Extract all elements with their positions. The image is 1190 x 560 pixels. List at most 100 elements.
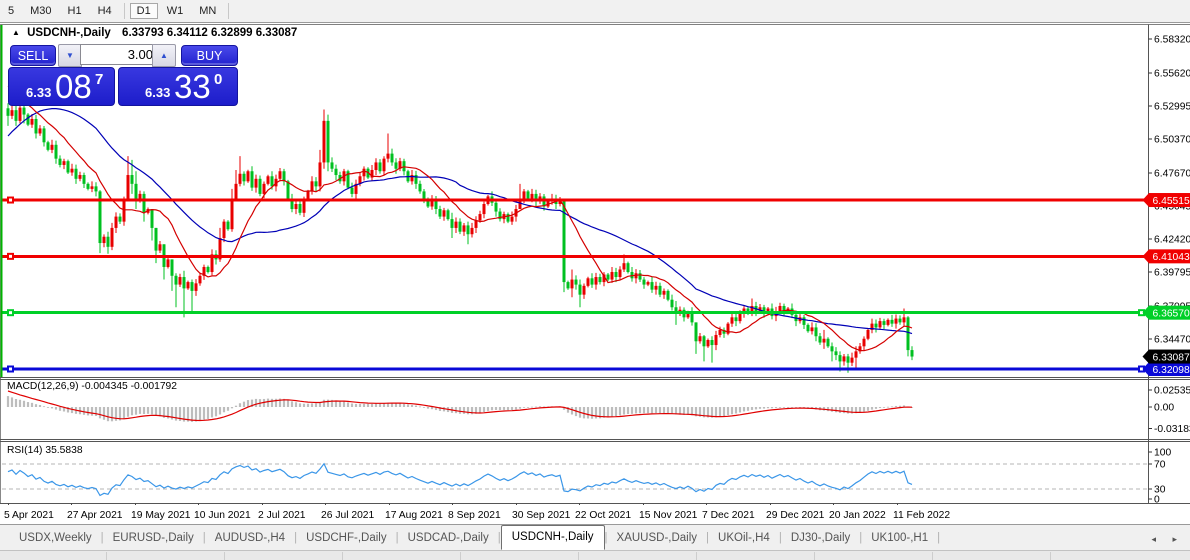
- one-click-trading-panel: SELL ▼ 3.00 ▲ BUY 6.33 08 7 6.33 33 0: [8, 44, 238, 106]
- chart-tab-ukoil-h4[interactable]: UKOil-,H4: [718, 532, 770, 544]
- rsi-line: [7, 462, 913, 497]
- sell-button[interactable]: SELL: [10, 45, 56, 66]
- hline-6.32098[interactable]: [2, 365, 1148, 373]
- tab-separator: |: [706, 532, 710, 544]
- buy-price-button[interactable]: 6.33 33 0: [118, 67, 238, 106]
- svg-text:100: 100: [1154, 448, 1171, 459]
- svg-text:6.50370: 6.50370: [1154, 134, 1190, 145]
- sell-price-small: 6.33: [26, 85, 52, 100]
- buy-price-sup: 0: [214, 71, 223, 88]
- date-tick-label: 19 May 2021: [131, 510, 191, 521]
- svg-text:6.45515: 6.45515: [1153, 196, 1190, 207]
- timeframe-W1[interactable]: W1: [166, 5, 184, 17]
- timeframe-5[interactable]: 5: [8, 5, 15, 17]
- tab-separator: |: [294, 532, 298, 544]
- hline-6.45515[interactable]: [2, 196, 1148, 204]
- svg-text:6.39795: 6.39795: [1154, 268, 1190, 279]
- svg-text:6.33087: 6.33087: [1153, 352, 1190, 363]
- buy-price-small: 6.33: [145, 85, 171, 100]
- svg-text:6.55620: 6.55620: [1154, 68, 1190, 79]
- svg-text:6.52995: 6.52995: [1154, 101, 1190, 112]
- macd-indicator: [6, 390, 914, 422]
- ma-slow-line[interactable]: [7, 107, 913, 335]
- date-tick-label: 5 Apr 2021: [4, 510, 54, 521]
- chart-tab-usdchf-daily[interactable]: USDCHF-,Daily: [306, 532, 387, 544]
- sell-price-big: 08: [55, 68, 92, 105]
- svg-text:0.00: 0.00: [1154, 403, 1174, 414]
- date-tick-label: 17 Aug 2021: [385, 510, 443, 521]
- svg-text:6.32098: 6.32098: [1153, 365, 1190, 376]
- hline-6.36570[interactable]: [2, 309, 1148, 317]
- axis-badge-6.32098: 6.32098: [1142, 362, 1190, 376]
- chart-tab-uk100-h1[interactable]: UK100-,H1: [871, 532, 929, 544]
- chart-tab-usdx-weekly[interactable]: USDX,Weekly: [19, 532, 92, 544]
- chart-tab-usdcnh-daily[interactable]: USDCNH-,Daily: [500, 525, 605, 550]
- macd-label: MACD(12,26,9) -0.004345 -0.001792: [7, 381, 178, 392]
- collapse-panel-icon[interactable]: ▲: [12, 28, 20, 37]
- tab-separator: |: [778, 532, 782, 544]
- tab-separator: |: [604, 532, 608, 544]
- date-tick-label: 26 Jul 2021: [321, 510, 375, 521]
- status-cell-divider: [1050, 552, 1051, 560]
- status-cell-divider: [224, 552, 225, 560]
- tab-separator: |: [497, 532, 501, 544]
- axis-badge-6.36570: 6.36570: [1142, 305, 1190, 320]
- chart-tab-usdcad-daily[interactable]: USDCAD-,Daily: [407, 532, 489, 544]
- timeframe-toolbar: 5 M30 H1 H4 D1 W1 MN: [0, 0, 1190, 23]
- chart-tab-eurusd-daily[interactable]: EURUSD-,Daily: [112, 532, 194, 544]
- svg-text:6.41043: 6.41043: [1153, 252, 1190, 263]
- timeframe-MN[interactable]: MN: [199, 5, 217, 17]
- toolbar-separator: [123, 3, 125, 19]
- status-cell-divider: [814, 552, 815, 560]
- date-tick-label: 15 Nov 2021: [639, 510, 698, 521]
- date-tick-label: 8 Sep 2021: [448, 510, 501, 521]
- timeframe-M30[interactable]: M30: [30, 5, 52, 17]
- arrow-down-icon: ▼: [66, 51, 74, 60]
- symbol-label: USDCNH-,Daily: [27, 27, 111, 39]
- tab-separator: |: [937, 532, 941, 544]
- date-tick-label: 30 Sep 2021: [512, 510, 571, 521]
- svg-text:6.34470: 6.34470: [1154, 335, 1190, 346]
- hline-6.41043[interactable]: [2, 252, 1148, 260]
- date-tick-label: 22 Oct 2021: [575, 510, 632, 521]
- date-tick-label: 29 Dec 2021: [766, 510, 825, 521]
- tab-separator: |: [100, 532, 104, 544]
- svg-text:30: 30: [1154, 485, 1166, 496]
- time-axis[interactable]: 5 Apr 2021 27 Apr 2021 19 May 2021 10 Jun 2…: [0, 505, 1190, 524]
- date-tick-label: 27 Apr 2021: [67, 510, 123, 521]
- status-cell-divider: [578, 552, 579, 560]
- volume-decrease-button[interactable]: ▼: [58, 44, 82, 67]
- tab-separator: |: [859, 532, 863, 544]
- sell-price-sup: 7: [95, 71, 104, 88]
- status-cell-divider: [106, 552, 107, 560]
- date-tick-label: 11 Feb 2022: [893, 510, 951, 521]
- chart-tab-dj30-daily[interactable]: DJ30-,Daily: [790, 532, 851, 544]
- axis-badge-6.41043: 6.41043: [1142, 249, 1190, 264]
- svg-text:0.025357: 0.025357: [1154, 386, 1190, 397]
- tab-separator: |: [395, 532, 399, 544]
- current-price-badge: 6.33087: [1142, 349, 1190, 364]
- svg-text:-0.031833: -0.031833: [1154, 424, 1190, 435]
- timeframe-H1[interactable]: H1: [67, 5, 82, 17]
- volume-input[interactable]: 3.00: [80, 44, 160, 65]
- timeframe-H4[interactable]: H4: [97, 5, 112, 17]
- chart-tab-audusd-h4[interactable]: AUDUSD-,H4: [214, 532, 286, 544]
- arrow-up-icon: ▲: [160, 51, 168, 60]
- volume-increase-button[interactable]: ▲: [152, 44, 176, 67]
- sell-price-button[interactable]: 6.33 08 7: [8, 67, 115, 106]
- svg-text:6.42420: 6.42420: [1154, 235, 1190, 246]
- status-cell-divider: [460, 552, 461, 560]
- chart-tab-bar: USDX,Weekly | EURUSD-,Daily | AUDUSD-,H4 | USD…: [0, 524, 1190, 550]
- status-cell-divider: [932, 552, 933, 560]
- svg-text:6.58320: 6.58320: [1154, 34, 1190, 45]
- ohlc-values: 6.33793 6.34112 6.32899 6.33087: [122, 27, 298, 39]
- tab-scroll-arrows-icon[interactable]: ◂ ▸: [1151, 534, 1184, 544]
- buy-button[interactable]: BUY: [181, 45, 238, 66]
- chart-tab-xauusd-daily[interactable]: XAUUSD-,Daily: [616, 532, 698, 544]
- date-tick-label: 2 Jul 2021: [258, 510, 306, 521]
- timeframe-D1[interactable]: D1: [129, 3, 158, 19]
- date-tick-label: 10 Jun 2021: [194, 510, 251, 521]
- buy-price-big: 33: [174, 68, 211, 105]
- rsi-label: RSI(14) 35.5838: [7, 445, 83, 456]
- ma-fast-line[interactable]: [7, 85, 913, 352]
